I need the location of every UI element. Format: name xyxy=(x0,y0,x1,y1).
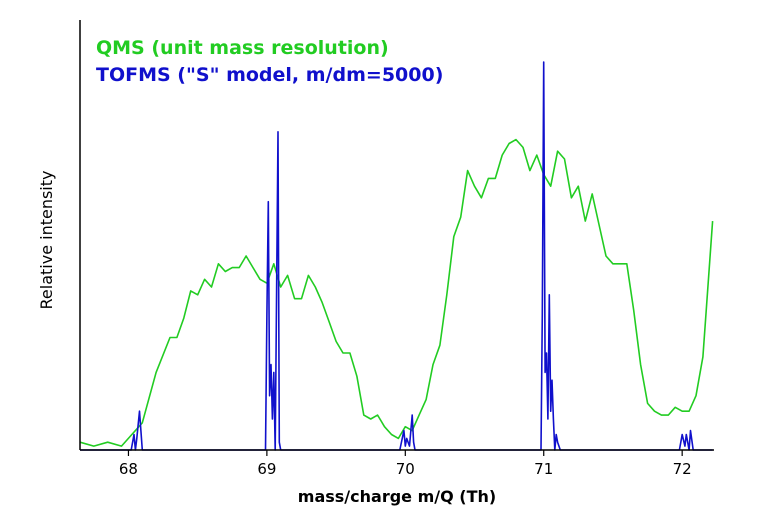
x-axis-ticks: 68 69 70 71 72 xyxy=(119,450,692,478)
x-tick-label: 68 xyxy=(119,460,138,478)
x-axis-label: mass/charge m/Q (Th) xyxy=(298,487,496,506)
series-line-qms xyxy=(79,138,714,447)
x-tick-label: 70 xyxy=(396,460,415,478)
legend-entry-qms: QMS (unit mass resolution) xyxy=(96,37,389,59)
series-line-tofms xyxy=(80,61,713,451)
y-axis-label: Relative intensity xyxy=(37,171,56,310)
x-tick-label: 71 xyxy=(534,460,553,478)
plot-area xyxy=(79,61,714,451)
x-tick-label: 69 xyxy=(257,460,276,478)
x-tick-label: 72 xyxy=(673,460,692,478)
legend-entry-tofms: TOFMS ("S" model, m/dm=5000) xyxy=(96,64,443,86)
legend: QMS (unit mass resolution) TOFMS ("S" mo… xyxy=(96,37,443,86)
